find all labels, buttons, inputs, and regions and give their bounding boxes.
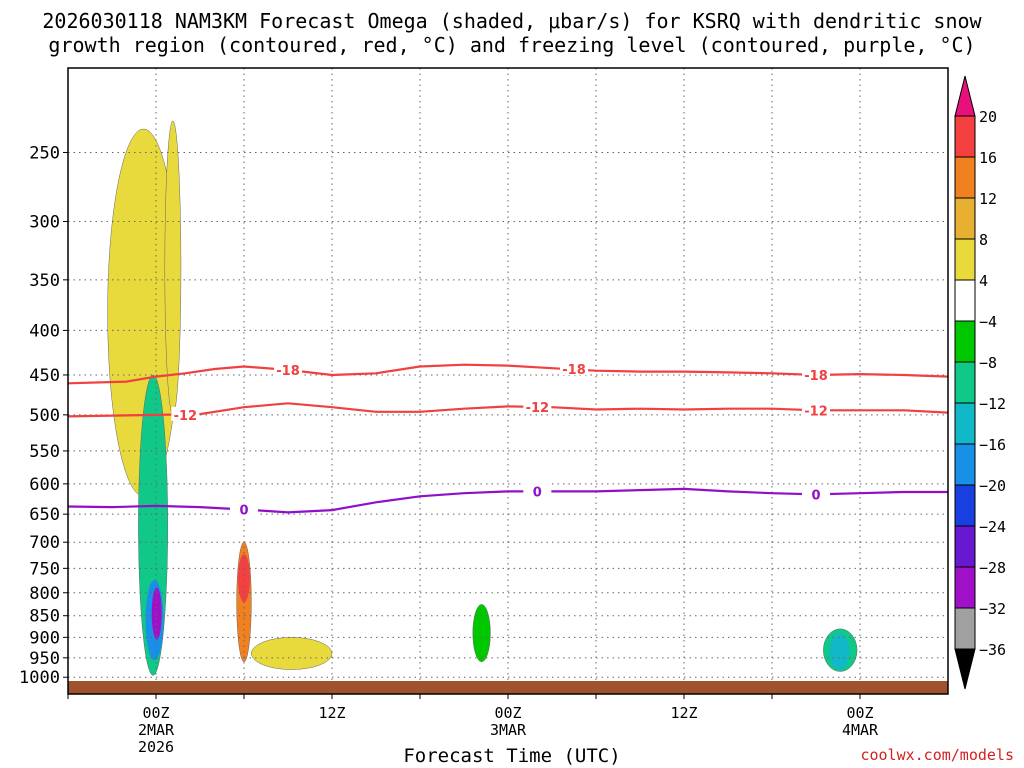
contour-label-dgz-minus18: -18 <box>804 369 828 384</box>
colorbar-label: −32 <box>979 600 1006 618</box>
x-tick-label: 12Z <box>318 704 345 722</box>
colorbar-bin <box>954 115 976 158</box>
contour-label-bg <box>230 501 258 516</box>
shade-core-cyan-4mar <box>829 633 850 670</box>
y-tick-label: 350 <box>29 271 60 291</box>
credit-link[interactable]: coolwx.com/models <box>860 746 1014 764</box>
colorbar-label: −4 <box>979 313 997 331</box>
axes: 2503003504004505005506006507007508008509… <box>19 67 949 756</box>
chart-title-line-2: growth region (contoured, red, °C) and f… <box>48 33 976 57</box>
y-tick-label: 550 <box>29 442 60 462</box>
colorbar-label: −8 <box>979 354 997 372</box>
colorbar-bin <box>954 361 976 404</box>
colorbar-bin <box>954 402 976 445</box>
shade-descent-blob-3mar <box>472 604 491 663</box>
shade-core-red-06z <box>238 554 250 603</box>
colorbar-arrow-top <box>954 75 976 117</box>
y-tick-label: 650 <box>29 505 60 525</box>
colorbar-bin <box>954 197 976 240</box>
x-tick-label: 2MAR <box>138 721 175 739</box>
contour-label-freezing-level-0: 0 <box>811 488 820 503</box>
x-tick-label: 12Z <box>670 704 697 722</box>
contour-label-dgz-minus12: -12 <box>174 409 198 424</box>
colorbar-arrow-bottom <box>954 648 976 690</box>
colorbar-bin <box>954 525 976 568</box>
colorbar-bin <box>954 156 976 199</box>
contour-label-bg <box>523 399 552 414</box>
x-tick-label: 00Z <box>846 704 873 722</box>
y-tick-label: 250 <box>29 143 60 163</box>
y-tick-label: 600 <box>29 475 60 495</box>
contour-freezing-level-0 <box>68 487 948 514</box>
colorbar-label: 8 <box>979 231 988 249</box>
x-tick-label: 00Z <box>142 704 169 722</box>
contour-label-dgz-minus12: -12 <box>804 404 828 419</box>
colorbar-bin <box>954 279 976 322</box>
contour-label-bg <box>802 402 830 417</box>
contour-label-freezing-level-0: 0 <box>239 503 248 518</box>
colorbar-bin <box>954 484 976 527</box>
y-tick-label: 500 <box>29 406 60 426</box>
y-tick-label: 750 <box>29 559 60 579</box>
ground-strip <box>68 681 948 694</box>
colorbar-label: −12 <box>979 395 1006 413</box>
x-tick-label: 2026 <box>138 738 174 756</box>
y-tick-label: 850 <box>29 607 60 627</box>
y-tick-label: 300 <box>29 212 60 232</box>
colorbar-label: −24 <box>979 518 1006 536</box>
x-tick-label: 00Z <box>494 704 521 722</box>
y-tick-label: 800 <box>29 584 60 604</box>
colorbar-bin <box>954 566 976 609</box>
colorbar-label: −36 <box>979 641 1006 659</box>
contour-label-dgz-minus18: -18 <box>276 364 300 379</box>
grid-lines <box>67 68 948 694</box>
colorbar: 20 16 12 8 4 −4 −8 −12 −16 −20 −24 −28 −32 −36 <box>954 75 1006 690</box>
chart-title-line-1: 2026030118 NAM3KM Forecast Omega (shaded… <box>42 9 982 33</box>
y-tick-label: 400 <box>29 321 60 341</box>
y-tick-label: 900 <box>29 628 60 648</box>
contour-dgz-minus18 <box>68 363 948 385</box>
colorbar-label: 16 <box>979 149 997 167</box>
contour-label-bg <box>802 486 830 501</box>
shade-low-level-ascent-08z <box>251 637 333 670</box>
colorbar-label: 12 <box>979 190 997 208</box>
colorbar-bin <box>954 238 976 281</box>
colorbar-label: 4 <box>979 272 988 290</box>
contour-label-bg <box>274 361 302 376</box>
y-tick-label: 950 <box>29 649 60 669</box>
colorbar-label: −16 <box>979 436 1006 454</box>
x-tick-label: 3MAR <box>490 721 527 739</box>
colorbar-bin <box>954 320 976 363</box>
contour-label-bg <box>171 406 200 421</box>
x-tick-label: 4MAR <box>842 721 879 739</box>
contour-label-bg <box>523 483 552 498</box>
shade-narrow-upper-plume <box>164 120 182 416</box>
y-tick-label: 1000 <box>19 668 60 688</box>
shade-core-purple <box>151 587 162 640</box>
colorbar-label: 20 <box>979 108 997 126</box>
colorbar-bin <box>954 443 976 486</box>
y-tick-label: 700 <box>29 533 60 553</box>
contour-dgz-minus12 <box>68 402 948 418</box>
colorbar-label: −20 <box>979 477 1006 495</box>
contour-lines: -18 -18 -18 -12 -12 -12 0 0 0 <box>68 361 948 518</box>
contour-label-freezing-level-0: 0 <box>533 485 542 500</box>
contour-label-bg <box>560 361 588 376</box>
contour-label-dgz-minus18: -18 <box>562 363 586 378</box>
y-tick-label: 450 <box>29 366 60 386</box>
x-axis-title: Forecast Time (UTC) <box>403 745 621 767</box>
contour-label-dgz-minus12: -12 <box>526 401 550 416</box>
colorbar-bin <box>954 607 976 650</box>
contour-label-bg <box>802 366 830 381</box>
colorbar-label: −28 <box>979 559 1006 577</box>
